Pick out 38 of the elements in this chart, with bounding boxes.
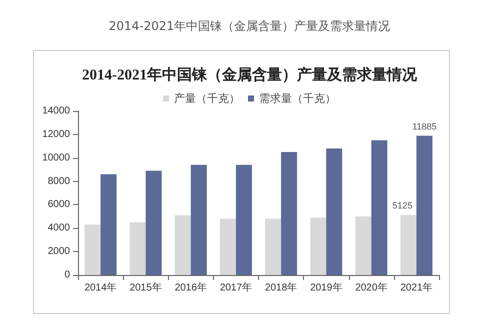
y-tick-label: 12000 [42, 128, 70, 140]
x-tick-label: 2014年 [84, 282, 117, 294]
bar [326, 148, 342, 275]
legend-label: 需求量（千克） [259, 92, 336, 105]
y-tick-label: 4000 [48, 222, 70, 234]
bar [236, 164, 252, 275]
y-tick-label: 0 [64, 270, 70, 280]
data-label: 11885 [412, 121, 437, 132]
legend-label: 产量（千克） [174, 92, 240, 105]
y-tick-label: 10000 [42, 152, 70, 164]
bar [100, 174, 117, 275]
bar [265, 218, 282, 275]
text: 2014-2021年中国铼（金属含量）产量及需求量情况 [108, 19, 390, 33]
x-tick-label: 2019年 [310, 282, 342, 294]
x-tick-label: 2016年 [174, 282, 207, 294]
y-tick-label: 2000 [48, 246, 70, 258]
x-tick-label: 2017年 [220, 282, 252, 294]
x-tick-label: 2018年 [264, 282, 298, 294]
bar [146, 170, 162, 275]
bar [371, 140, 388, 275]
x-tick-label: 2021年 [400, 282, 433, 294]
y-tick-label: 14000 [42, 106, 70, 116]
bar [281, 152, 298, 275]
bar [190, 164, 207, 275]
bar [84, 224, 101, 275]
y-tick-label: 6000 [48, 199, 70, 210]
bar [400, 214, 416, 275]
x-tick-label: 2020年 [355, 282, 388, 294]
bar [355, 216, 372, 275]
y-tick-label: 8000 [48, 176, 70, 187]
bar [174, 215, 191, 275]
chart-title: 2014-2021年中国铼（金属含量）产量及需求量情况 [82, 66, 418, 84]
data-label: 5125 [392, 200, 412, 210]
bar [310, 218, 326, 275]
x-tick-label: 2015年 [130, 282, 162, 294]
bar [416, 136, 432, 275]
bar [130, 222, 146, 275]
bar [220, 218, 236, 275]
